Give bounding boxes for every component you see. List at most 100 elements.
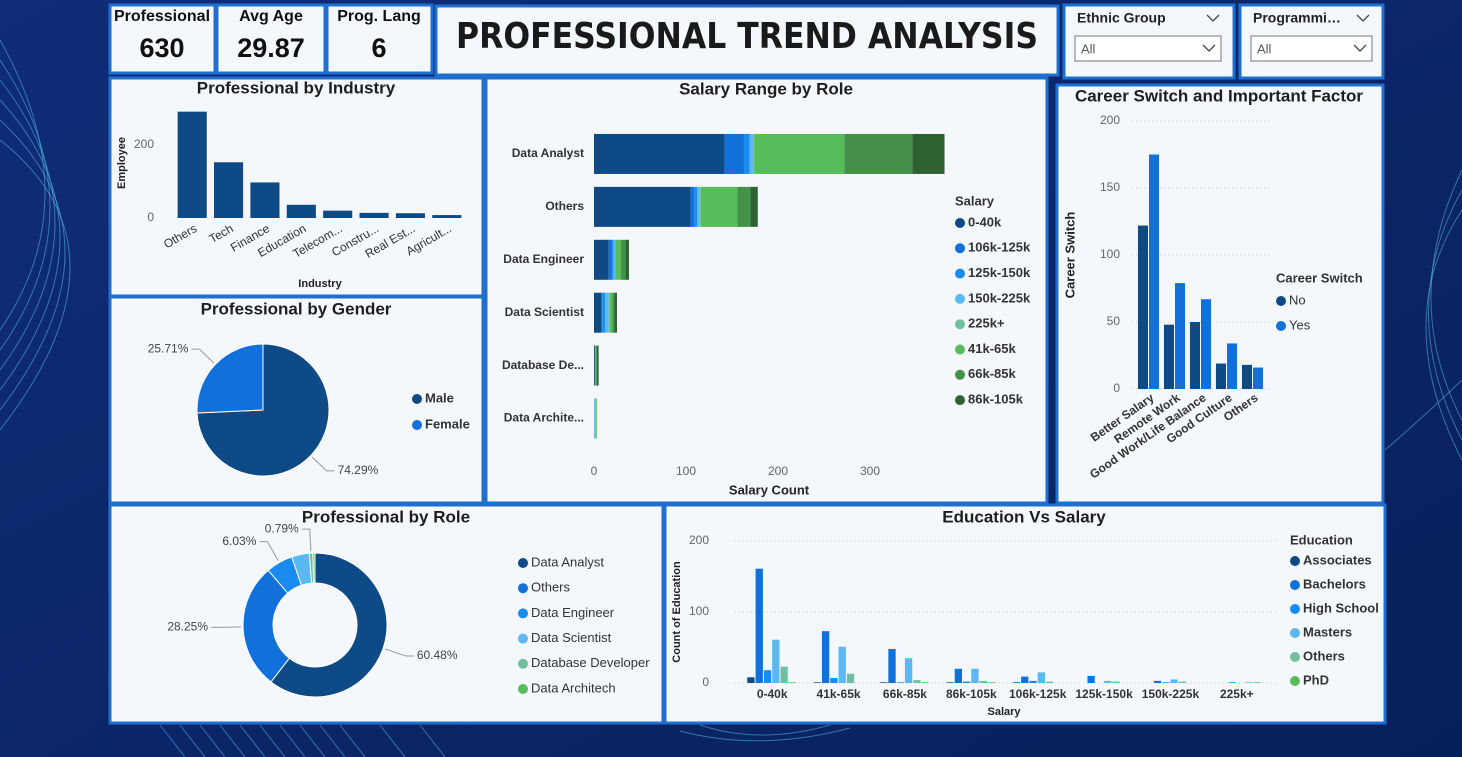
bar	[1137, 225, 1148, 389]
legend-marker	[518, 558, 528, 568]
legend-label: Database Developer	[531, 655, 650, 670]
legend-marker	[955, 293, 965, 304]
bar-segment	[750, 186, 758, 227]
legend-label: Male	[425, 390, 454, 405]
bar	[1253, 682, 1261, 683]
bar	[1178, 681, 1187, 683]
bar	[979, 680, 987, 683]
chart-panels	[108, 76, 1387, 725]
bar	[913, 680, 921, 683]
bar	[1253, 367, 1264, 389]
slicer[interactable]: Ethnic Group All	[1062, 3, 1236, 80]
bar	[1170, 679, 1178, 683]
x-tick-label: 66k-85k	[883, 687, 927, 701]
legend-marker	[518, 658, 528, 669]
bar-segment	[594, 186, 691, 227]
legend-title: Salary	[955, 193, 995, 208]
bar-segment	[694, 186, 698, 227]
bar	[1241, 364, 1252, 389]
chevron[interactable]	[1353, 44, 1367, 52]
leader-line	[211, 626, 242, 628]
bar	[846, 673, 855, 683]
bar	[755, 568, 763, 683]
bar-segment	[620, 239, 626, 280]
leader-line	[311, 456, 335, 472]
x-tick-label: 106k-125k	[1009, 687, 1067, 701]
bar	[921, 682, 929, 683]
x-axis-title: Salary Count	[729, 482, 810, 497]
legend-marker	[1290, 580, 1300, 590]
legend-marker	[1290, 628, 1300, 638]
bar	[888, 648, 896, 683]
dropdown[interactable]	[1074, 35, 1222, 62]
x-tick-label: 0-40k	[757, 687, 788, 701]
chevron[interactable]	[1202, 44, 1216, 52]
bar	[1087, 675, 1095, 683]
legend-label: High School	[1303, 600, 1379, 615]
slicer[interactable]: Programmi… All	[1238, 3, 1385, 80]
legend-marker	[955, 395, 965, 406]
bar-segment	[912, 133, 945, 174]
chevron[interactable]	[1206, 14, 1220, 22]
slicer-value[interactable]: All	[1081, 41, 1096, 56]
kpi-label: Avg Age	[239, 8, 303, 25]
bar-segment	[602, 292, 606, 333]
dropdown[interactable]	[1250, 35, 1373, 62]
bar-segment	[595, 345, 597, 386]
bar-segment	[594, 345, 595, 386]
legend-marker	[1290, 652, 1300, 662]
bar	[946, 682, 954, 683]
y-axis-title: Count of Education	[671, 561, 683, 663]
data-label: 25.71%	[148, 341, 189, 355]
title-card	[434, 4, 1060, 77]
bar-segment	[608, 292, 610, 333]
legend-label: Others	[1303, 648, 1345, 663]
panel	[1055, 83, 1385, 505]
legend-label: 86k-105k	[968, 392, 1024, 407]
chart-title: Career Switch and Important Factor	[1075, 86, 1363, 105]
bar-segment	[594, 133, 725, 174]
chevron[interactable]	[1356, 14, 1370, 22]
legend-marker	[1290, 556, 1300, 566]
x-tick-label: 86k-105k	[946, 687, 997, 701]
bar	[1175, 283, 1186, 389]
bar-segment	[605, 292, 609, 333]
bar-segment	[611, 239, 614, 280]
pie-slice	[312, 552, 316, 584]
legend-marker	[518, 633, 528, 644]
bar	[1163, 324, 1174, 389]
legend-marker	[1276, 321, 1286, 331]
bar	[250, 182, 280, 218]
bar-segment	[594, 398, 595, 439]
kpi-value: 6	[371, 33, 386, 63]
x-tick-label: 225k+	[1220, 687, 1254, 701]
legend-marker	[1290, 676, 1300, 686]
bar-segment	[844, 133, 913, 174]
legend-marker	[955, 268, 965, 279]
legend-label: Data Scientist	[531, 630, 612, 645]
bar	[763, 670, 772, 683]
pie-slice	[270, 552, 388, 698]
legend-marker	[1290, 604, 1300, 614]
chart-title: Professional by Industry	[197, 78, 396, 97]
bar	[788, 682, 797, 683]
legend-label: Data Engineer	[531, 605, 615, 620]
panel	[108, 76, 485, 298]
kpi-label: Professional	[114, 8, 210, 25]
y-tick-label: Data Scientist	[505, 305, 584, 319]
chart-title: Professional by Gender	[201, 299, 392, 318]
x-tick-label: 100	[676, 464, 696, 478]
bar	[1021, 676, 1029, 683]
x-tick-label: 150k-225k	[1142, 687, 1200, 701]
legend-label: 0-40k	[968, 214, 1002, 229]
y-tick-label: 0	[147, 210, 154, 224]
bar	[359, 212, 389, 218]
y-tick-label: 200	[134, 137, 154, 151]
legend-label: Data Analyst	[531, 554, 604, 569]
slicer-value[interactable]: All	[1257, 41, 1272, 56]
legend-marker	[955, 319, 965, 330]
bar	[904, 658, 913, 683]
bar-segment	[699, 186, 701, 227]
y-tick-label: 200	[689, 533, 709, 547]
legend-marker	[518, 608, 528, 619]
